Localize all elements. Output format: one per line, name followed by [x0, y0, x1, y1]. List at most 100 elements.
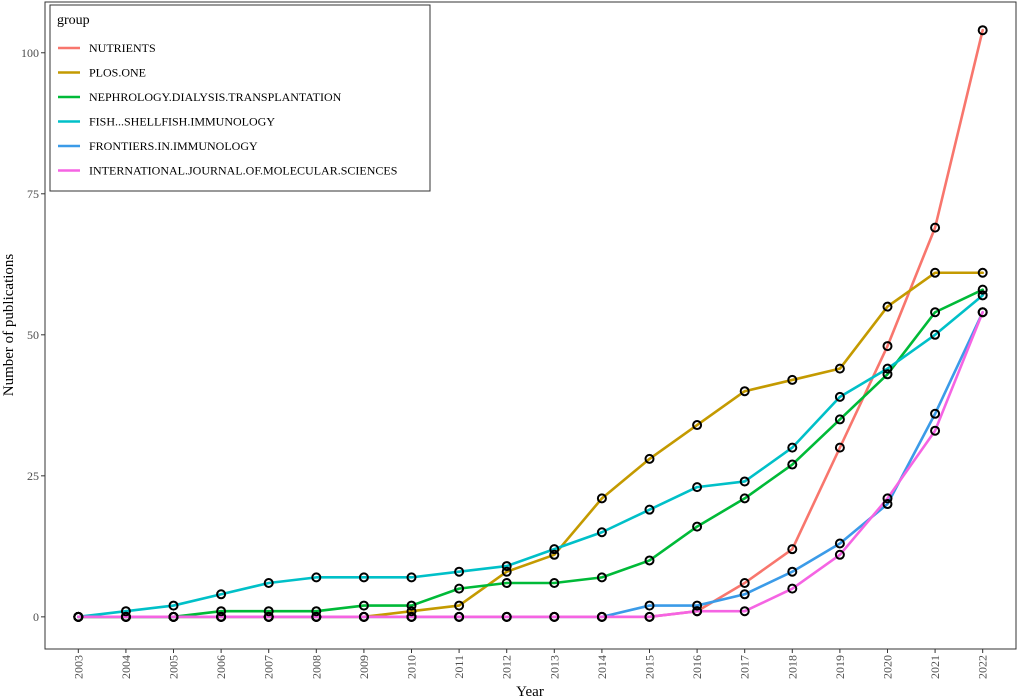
data-point	[787, 544, 798, 555]
data-point	[834, 538, 845, 549]
y-tick-label: 0	[33, 610, 39, 624]
data-point	[930, 408, 941, 419]
data-point	[692, 600, 703, 611]
data-point	[739, 589, 750, 600]
data-point	[787, 566, 798, 577]
x-tick-label: 2014	[595, 655, 609, 679]
legend-title: group	[57, 13, 90, 28]
data-point	[692, 521, 703, 532]
data-point	[216, 611, 227, 622]
data-point	[216, 589, 227, 600]
data-point	[454, 583, 465, 594]
data-point	[501, 566, 512, 577]
data-point	[977, 290, 988, 301]
x-axis: 2003 2004 2005 2006 2007 2008 2009 2010 2011 2012…	[71, 649, 990, 679]
data-point	[406, 572, 417, 583]
x-tick-label: 2020	[880, 655, 894, 679]
data-point	[882, 363, 893, 374]
x-tick-label: 2013	[547, 655, 561, 679]
data-point	[596, 527, 607, 538]
data-point	[977, 307, 988, 318]
x-tick-label: 2011	[452, 655, 466, 679]
data-point	[882, 301, 893, 312]
data-point	[406, 606, 417, 617]
legend-box	[49, 4, 431, 192]
x-tick-label: 2019	[833, 655, 847, 679]
y-axis: 0 25 50 75 100	[21, 46, 45, 624]
legend-items: NUTRIENTS PLOS.ONE NEPHROLOGY.DIALYSIS.TRA…	[58, 41, 397, 178]
data-point	[834, 414, 845, 425]
data-point	[120, 611, 131, 622]
series-line-5	[77, 310, 984, 619]
data-point	[739, 578, 750, 588]
data-point	[692, 420, 703, 431]
points-layer	[73, 25, 988, 622]
data-point	[454, 600, 465, 611]
x-tick-label: 2016	[690, 655, 704, 679]
data-point	[73, 611, 84, 622]
data-point	[263, 578, 274, 588]
data-point	[406, 611, 417, 622]
x-tick-label: 2003	[71, 655, 85, 679]
data-point	[644, 555, 655, 566]
data-point	[549, 544, 560, 555]
data-point	[549, 578, 560, 588]
data-point	[454, 566, 465, 577]
data-point	[263, 606, 274, 617]
data-point	[596, 572, 607, 583]
data-point	[501, 578, 512, 588]
data-point	[882, 341, 893, 352]
data-point	[787, 442, 798, 453]
x-tick-label: 2012	[500, 655, 514, 679]
data-point	[787, 583, 798, 594]
data-point	[311, 611, 322, 622]
y-axis-title: Number of publications	[1, 254, 17, 397]
data-point	[644, 600, 655, 611]
data-point	[692, 606, 703, 617]
data-point	[406, 600, 417, 611]
data-point	[882, 369, 893, 380]
x-tick-label: 2005	[167, 655, 181, 679]
legend: group NUTRIENTS PLOS.ONE NEPHROLOGY.DIALYS…	[49, 4, 431, 192]
legend-label-0: NUTRIENTS	[89, 41, 156, 55]
data-point	[549, 611, 560, 622]
data-point	[930, 307, 941, 318]
data-point	[930, 222, 941, 233]
data-point	[930, 329, 941, 340]
x-tick-label: 2009	[357, 655, 371, 679]
data-point	[311, 572, 322, 583]
legend-label-3: FISH...SHELLFISH.IMMUNOLOGY	[89, 115, 275, 129]
x-tick-label: 2022	[976, 655, 990, 679]
data-point	[501, 561, 512, 572]
data-point	[216, 606, 227, 617]
data-point	[692, 482, 703, 493]
data-point	[739, 476, 750, 487]
data-point	[739, 386, 750, 397]
data-point	[787, 374, 798, 385]
data-point	[168, 611, 179, 622]
data-point	[311, 606, 322, 617]
data-point	[882, 499, 893, 510]
data-point	[644, 611, 655, 622]
data-point	[834, 442, 845, 453]
data-point	[834, 391, 845, 402]
data-point	[644, 504, 655, 515]
x-tick-label: 2008	[309, 655, 323, 679]
data-point	[977, 25, 988, 36]
data-point	[358, 572, 369, 583]
x-tick-label: 2017	[738, 655, 752, 679]
x-tick-label: 2015	[642, 655, 656, 679]
data-point	[501, 611, 512, 622]
x-tick-label: 2018	[785, 655, 799, 679]
data-point	[454, 611, 465, 622]
y-tick-label: 50	[27, 328, 39, 342]
x-tick-label: 2010	[405, 655, 419, 679]
data-point	[882, 493, 893, 504]
data-point	[930, 425, 941, 436]
legend-label-4: FRONTIERS.IN.IMMUNOLOGY	[89, 139, 258, 153]
data-point	[739, 606, 750, 617]
legend-label-2: NEPHROLOGY.DIALYSIS.TRANSPLANTATION	[89, 90, 342, 104]
data-point	[834, 363, 845, 374]
data-point	[644, 453, 655, 464]
